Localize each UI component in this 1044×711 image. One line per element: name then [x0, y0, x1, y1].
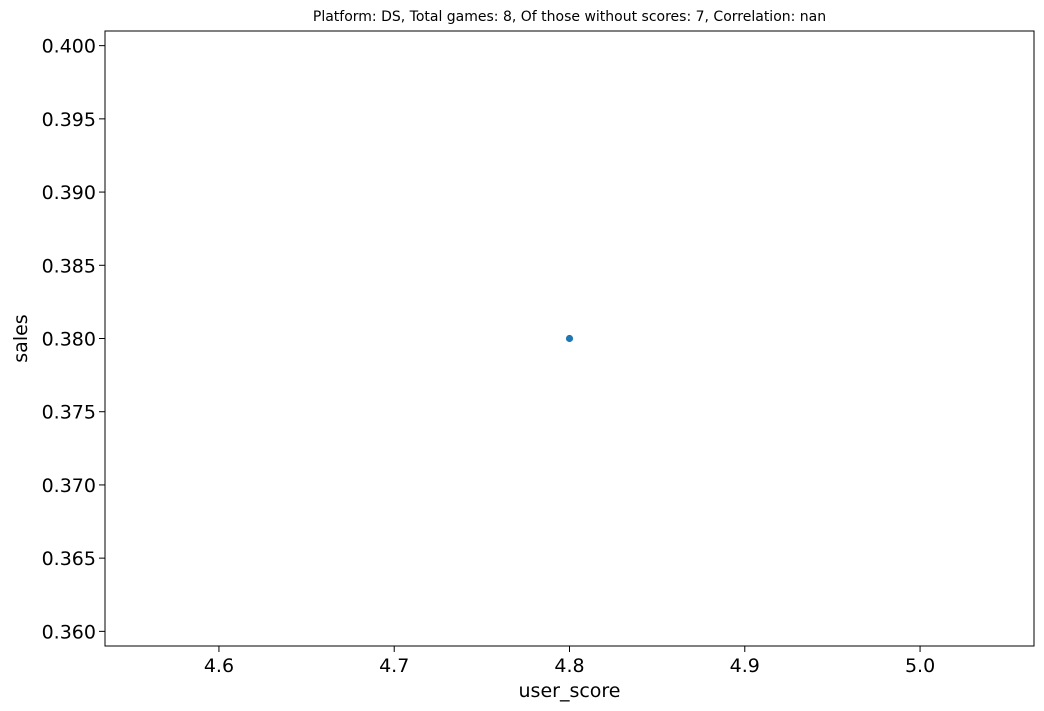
- y-axis-label: sales: [10, 314, 32, 362]
- x-tick-label: 4.9: [730, 655, 760, 677]
- x-tick-label: 4.7: [379, 655, 409, 677]
- chart-title: Platform: DS, Total games: 8, Of those w…: [313, 9, 826, 25]
- data-point: [565, 334, 574, 343]
- y-tick-label: 0.365: [42, 548, 96, 570]
- y-tick-label: 0.375: [42, 402, 96, 424]
- x-tick-label: 5.0: [905, 655, 935, 677]
- y-tick-label: 0.385: [42, 255, 96, 277]
- x-tick-label: 4.6: [204, 655, 234, 677]
- y-tick-label: 0.370: [42, 475, 96, 497]
- y-tick-label: 0.380: [42, 329, 96, 351]
- data-points: [565, 334, 574, 343]
- x-tick-label: 4.8: [554, 655, 584, 677]
- y-tick-label: 0.400: [42, 36, 96, 58]
- y-tick-label: 0.395: [42, 109, 96, 131]
- x-axis-ticks: 4.6 4.7 4.8 4.9 5.0: [204, 646, 935, 677]
- x-axis-label: user_score: [519, 680, 621, 702]
- y-tick-label: 0.390: [42, 182, 96, 204]
- y-axis-ticks: 0.360 0.365 0.370 0.375 0.380 0.385 0.390 0.395…: [42, 36, 105, 643]
- y-tick-label: 0.360: [42, 621, 96, 643]
- plot-frame: [104, 30, 1035, 647]
